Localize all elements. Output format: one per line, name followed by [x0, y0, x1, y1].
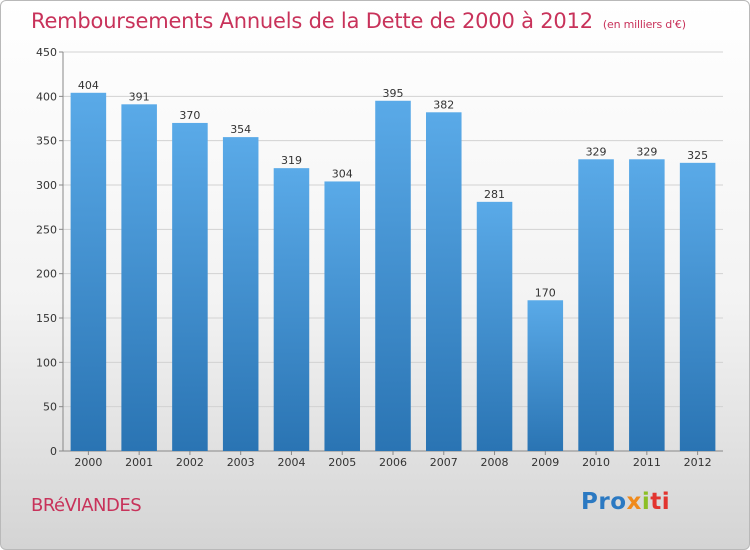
bar-2012	[679, 162, 716, 452]
logo-part-3: i	[641, 489, 651, 515]
data-label-2000: 404	[78, 79, 99, 92]
logo-part-4: ti	[650, 489, 671, 515]
y-tick-label: 350	[36, 135, 57, 148]
x-tick-label-2002: 2002	[176, 456, 204, 469]
chart-title-text: Remboursements Annuels de la Dette de 20…	[31, 9, 593, 33]
x-tick-label-2009: 2009	[531, 456, 559, 469]
y-tick-label: 0	[50, 445, 57, 458]
x-tick-label-2011: 2011	[633, 456, 661, 469]
data-label-2012: 325	[687, 149, 708, 162]
bar-2010	[578, 159, 614, 451]
data-label-2009: 170	[535, 286, 556, 299]
y-tick-label: 250	[36, 223, 57, 236]
data-labels: 404 391 370 354 319 304 395 382 281 170 329 329 325	[78, 79, 708, 299]
x-tick-label-2008: 2008	[481, 456, 509, 469]
x-tick-label-2005: 2005	[328, 456, 356, 469]
bar-2005	[324, 181, 360, 451]
y-tick-label: 450	[36, 46, 57, 59]
bar-2002	[172, 122, 208, 451]
data-label-2002: 370	[179, 109, 200, 122]
x-tick-label-2000: 2000	[74, 456, 102, 469]
x-tick-label-2004: 2004	[277, 456, 305, 469]
data-label-2003: 354	[230, 123, 251, 136]
data-label-2004: 319	[281, 154, 302, 167]
bar-2003	[222, 137, 259, 451]
x-tick-label-2012: 2012	[684, 456, 712, 469]
y-tick-label: 400	[36, 90, 57, 103]
data-label-2010: 329	[586, 145, 607, 158]
chart-subtitle: (en milliers d'€)	[602, 18, 686, 31]
chart-title: Remboursements Annuels de la Dette de 20…	[31, 9, 686, 33]
bar-2008	[476, 201, 513, 451]
data-label-2006: 395	[383, 87, 404, 100]
y-tick-label: 150	[36, 312, 57, 325]
bar-2000	[70, 92, 107, 451]
x-tick-label-2010: 2010	[582, 456, 610, 469]
data-label-2001: 391	[129, 90, 150, 103]
y-tick-label: 100	[36, 356, 57, 369]
x-tick-label-2003: 2003	[227, 456, 255, 469]
proxiti-logo[interactable]: Proxiti	[581, 489, 670, 515]
data-label-2005: 304	[332, 167, 353, 180]
y-tick-label: 50	[43, 401, 57, 414]
data-label-2008: 281	[484, 188, 505, 201]
x-tick-label-2006: 2006	[379, 456, 407, 469]
bars	[70, 92, 716, 452]
x-tick-label-2001: 2001	[125, 456, 153, 469]
y-tick-label: 300	[36, 179, 57, 192]
bar-2006	[375, 100, 411, 452]
data-label-2011: 329	[636, 145, 657, 158]
y-tick-label: 200	[36, 268, 57, 281]
logo-part-1: Pro	[581, 489, 627, 515]
city-name: BRéVIANDES	[31, 495, 142, 516]
bar-2007	[426, 112, 462, 451]
bar-2001	[121, 104, 157, 452]
bar-2009	[527, 300, 564, 451]
logo-part-2: x	[626, 489, 642, 515]
x-tick-label-2007: 2007	[430, 456, 458, 469]
bar-2011	[629, 159, 665, 451]
data-label-2007: 382	[433, 98, 454, 111]
bar-2004	[273, 168, 310, 452]
